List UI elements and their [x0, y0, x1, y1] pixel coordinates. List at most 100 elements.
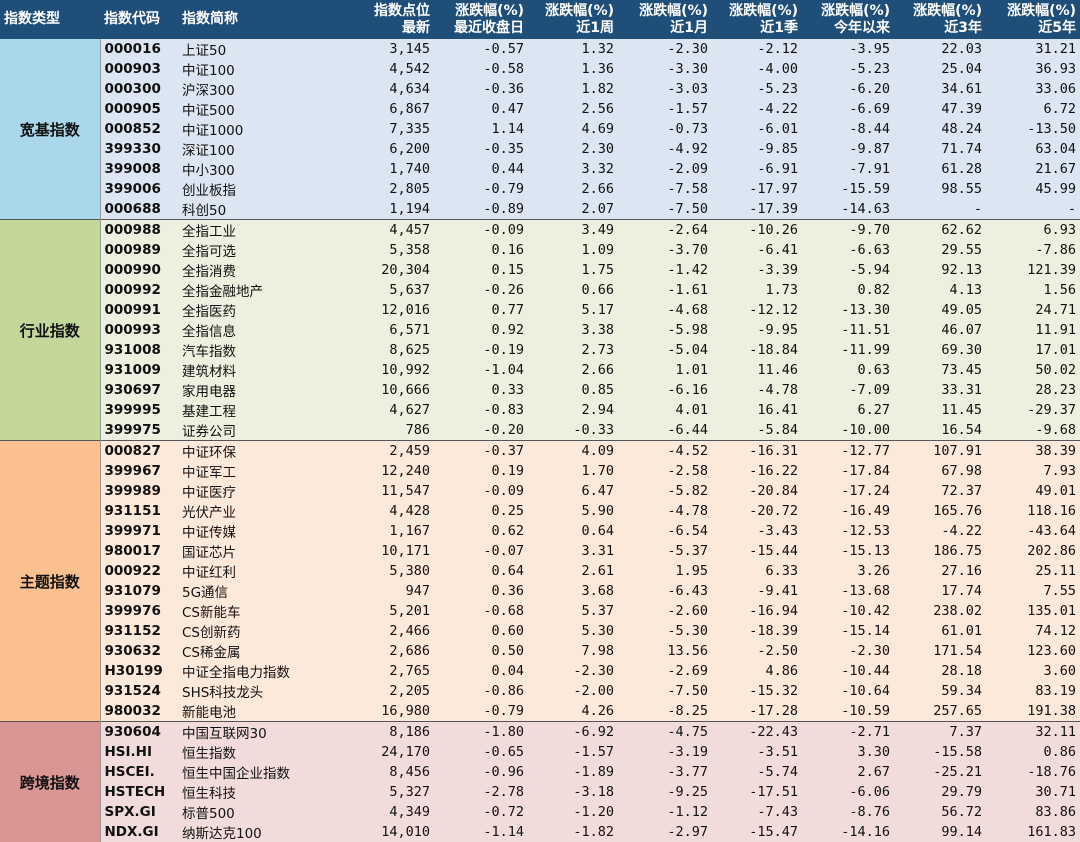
change-ytd-cell: -12.53 — [802, 521, 894, 541]
change-1m-cell: -4.75 — [618, 722, 712, 743]
change-5y-cell: 63.04 — [986, 139, 1080, 159]
change-ytd-cell: -8.76 — [802, 802, 894, 822]
change-1w-cell: 2.66 — [528, 179, 618, 199]
change-last-close-cell: -0.26 — [434, 280, 528, 300]
change-1m-cell: -5.04 — [618, 340, 712, 360]
change-1m-cell: -2.09 — [618, 159, 712, 179]
change-last-close-cell: 0.50 — [434, 641, 528, 661]
change-1m-cell: -2.30 — [618, 39, 712, 59]
change-3y-cell: 62.62 — [894, 220, 986, 241]
latest-level-cell: 1,194 — [332, 199, 434, 220]
change-1q-cell: -2.50 — [712, 641, 802, 661]
latest-level-cell: 6,867 — [332, 99, 434, 119]
index-name-cell: 中证100 — [178, 59, 332, 79]
latest-level-cell: 14,010 — [332, 822, 434, 842]
change-last-close-cell: 0.33 — [434, 380, 528, 400]
change-1q-cell: -18.84 — [712, 340, 802, 360]
change-3y-cell: 238.02 — [894, 601, 986, 621]
latest-level-cell: 6,200 — [332, 139, 434, 159]
change-1w-cell: 5.90 — [528, 501, 618, 521]
index-name-cell: 中证1000 — [178, 119, 332, 139]
index-name-cell: 国证芯片 — [178, 541, 332, 561]
change-1q-cell: 6.33 — [712, 561, 802, 581]
change-5y-cell: -29.37 — [986, 400, 1080, 420]
change-ytd-cell: 3.26 — [802, 561, 894, 581]
change-last-close-cell: -0.72 — [434, 802, 528, 822]
change-ytd-cell: 6.27 — [802, 400, 894, 420]
change-1m-cell: -6.43 — [618, 581, 712, 601]
change-1w-cell: 2.61 — [528, 561, 618, 581]
change-last-close-cell: -0.79 — [434, 701, 528, 722]
index-code-cell: 000903 — [100, 59, 178, 79]
index-name-cell: 沪深300 — [178, 79, 332, 99]
change-3y-cell: - — [894, 199, 986, 220]
index-code-cell: 980032 — [100, 701, 178, 722]
change-3y-cell: 46.07 — [894, 320, 986, 340]
change-5y-cell: 118.16 — [986, 501, 1080, 521]
index-code-cell: 000993 — [100, 320, 178, 340]
change-1q-cell: -3.51 — [712, 742, 802, 762]
index-name-cell: 全指工业 — [178, 220, 332, 241]
index-code-cell: 931151 — [100, 501, 178, 521]
change-1m-cell: -3.30 — [618, 59, 712, 79]
change-3y-cell: -25.21 — [894, 762, 986, 782]
change-last-close-cell: 0.19 — [434, 461, 528, 481]
change-last-close-cell: 0.60 — [434, 621, 528, 641]
change-1m-cell: -2.69 — [618, 661, 712, 681]
change-3y-cell: 27.16 — [894, 561, 986, 581]
change-1w-cell: -1.57 — [528, 742, 618, 762]
latest-level-cell: 8,456 — [332, 762, 434, 782]
change-last-close-cell: -0.09 — [434, 481, 528, 501]
change-5y-cell: 17.01 — [986, 340, 1080, 360]
change-1m-cell: -5.30 — [618, 621, 712, 641]
latest-level-cell: 5,327 — [332, 782, 434, 802]
group-label: 跨境指数 — [0, 722, 100, 842]
change-3y-cell: 34.61 — [894, 79, 986, 99]
change-5y-cell: 24.71 — [986, 300, 1080, 320]
latest-level-cell: 12,016 — [332, 300, 434, 320]
change-1m-cell: -1.12 — [618, 802, 712, 822]
change-1m-cell: -0.73 — [618, 119, 712, 139]
header-change-ytd: 涨跌幅(%)今年以来 — [802, 0, 894, 39]
change-1w-cell: 2.73 — [528, 340, 618, 360]
change-1m-cell: 4.01 — [618, 400, 712, 420]
index-name-cell: 深证100 — [178, 139, 332, 159]
change-1q-cell: -9.41 — [712, 581, 802, 601]
change-ytd-cell: -7.91 — [802, 159, 894, 179]
change-ytd-cell: -9.87 — [802, 139, 894, 159]
change-last-close-cell: -1.04 — [434, 360, 528, 380]
latest-level-cell: 5,637 — [332, 280, 434, 300]
change-3y-cell: 257.65 — [894, 701, 986, 722]
header-change-5y: 涨跌幅(%)近5年 — [986, 0, 1080, 39]
change-5y-cell: 6.93 — [986, 220, 1080, 241]
change-ytd-cell: -12.77 — [802, 441, 894, 462]
change-3y-cell: 7.37 — [894, 722, 986, 743]
latest-level-cell: 24,170 — [332, 742, 434, 762]
change-1w-cell: 1.09 — [528, 240, 618, 260]
change-ytd-cell: 3.30 — [802, 742, 894, 762]
change-1q-cell: -7.43 — [712, 802, 802, 822]
change-1m-cell: -3.77 — [618, 762, 712, 782]
index-name-cell: 全指金融地产 — [178, 280, 332, 300]
index-name-cell: 中证环保 — [178, 441, 332, 462]
change-3y-cell: 29.79 — [894, 782, 986, 802]
change-1q-cell: -9.85 — [712, 139, 802, 159]
latest-level-cell: 2,765 — [332, 661, 434, 681]
change-5y-cell: 30.71 — [986, 782, 1080, 802]
change-1q-cell: -17.51 — [712, 782, 802, 802]
change-3y-cell: 11.45 — [894, 400, 986, 420]
index-code-cell: 000992 — [100, 280, 178, 300]
change-5y-cell: 6.72 — [986, 99, 1080, 119]
change-1q-cell: 4.86 — [712, 661, 802, 681]
index-name-cell: 家用电器 — [178, 380, 332, 400]
change-1w-cell: 1.75 — [528, 260, 618, 280]
change-1m-cell: 13.56 — [618, 641, 712, 661]
change-1m-cell: -4.52 — [618, 441, 712, 462]
